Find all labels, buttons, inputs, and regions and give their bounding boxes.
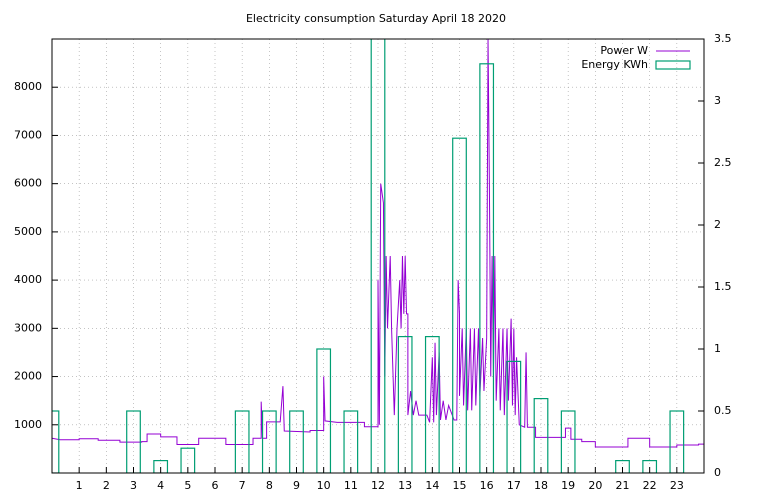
x-tick-label: 22 [643,479,657,492]
x-tick-label: 7 [239,479,246,492]
x-tick-label: 18 [534,479,548,492]
x-tick-label: 15 [453,479,467,492]
energy-bar [316,348,332,473]
x-tick-label: 21 [616,479,630,492]
chart-title: Electricity consumption Saturday April 1… [246,12,506,25]
x-tick-label: 13 [398,479,412,492]
energy-bar [424,336,440,473]
x-tick-label: 3 [130,479,137,492]
y-tick-label: 2000 [14,370,42,383]
y2-tick-label: 0.5 [714,404,732,417]
y2-tick-label: 3.5 [714,32,732,45]
x-tick-label: 6 [212,479,219,492]
power-line [52,39,704,448]
y2-tick-label: 1.5 [714,280,732,293]
grid [52,39,704,473]
energy-bar [153,460,169,473]
x-tick-label: 2 [103,479,110,492]
energy-bar [479,63,495,473]
y-tick-label: 1000 [14,418,42,431]
y-tick-label: 7000 [14,128,42,141]
energy-bar [234,410,250,473]
y2-tick-label: 0 [714,466,721,479]
x-tick-label: 11 [344,479,358,492]
x-tick-label: 17 [507,479,521,492]
x-tick-label: 4 [157,479,164,492]
x-tick-label: 23 [670,479,684,492]
x-tick-label: 20 [588,479,602,492]
y2-tick-label: 2.5 [714,156,732,169]
x-tick-label: 14 [425,479,439,492]
x-tick-label: 5 [184,479,191,492]
y-tick-label: 8000 [14,80,42,93]
energy-bar [126,410,141,473]
energy-bar [397,336,413,473]
x-tick-label: 10 [317,479,331,492]
energy-bar [180,447,196,473]
y2-tick-label: 3 [714,94,721,107]
x-tick-label: 12 [371,479,385,492]
y-tick-label: 5000 [14,225,42,238]
energy-bar [642,460,658,473]
energy-bar [533,398,549,473]
energy-bar [261,410,277,473]
legend-label: Power W [600,44,648,57]
energy-bar [669,410,685,473]
energy-bar [560,410,576,473]
y-tick-label: 3000 [14,321,42,334]
y2-tick-label: 2 [714,218,721,231]
energy-bar [52,410,60,473]
x-tick-label: 16 [480,479,494,492]
legend-swatch [655,60,691,70]
y-tick-label: 4000 [14,273,42,286]
axes: 1 2 3 4 5 6 7 8 9 10 11 12 13 14 15 16 17 18 19 20 21 22 23100… [14,32,732,492]
y-tick-label: 6000 [14,177,42,190]
plot-area [52,39,704,473]
energy-bar [343,410,359,473]
energy-bar [615,460,630,473]
x-tick-label: 19 [561,479,575,492]
x-tick-label: 8 [266,479,273,492]
x-tick-label: 9 [293,479,300,492]
y2-tick-label: 1 [714,342,721,355]
energy-bar [289,410,304,473]
legend-label: Energy KWh [581,58,648,71]
x-tick-label: 1 [76,479,83,492]
